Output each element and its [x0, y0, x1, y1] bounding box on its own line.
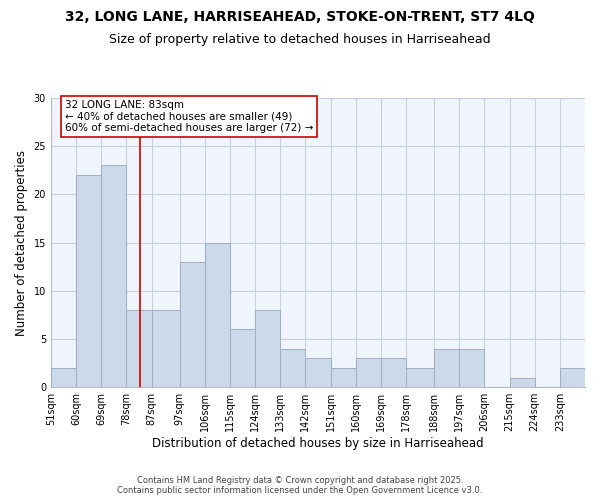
Bar: [127, 310, 152, 387]
Bar: [356, 358, 381, 387]
Bar: [179, 262, 205, 387]
Bar: [76, 175, 101, 387]
Y-axis label: Number of detached properties: Number of detached properties: [15, 150, 28, 336]
Text: Contains HM Land Registry data © Crown copyright and database right 2025.
Contai: Contains HM Land Registry data © Crown c…: [118, 476, 482, 495]
Bar: [509, 378, 535, 387]
Text: 32, LONG LANE, HARRISEAHEAD, STOKE-ON-TRENT, ST7 4LQ: 32, LONG LANE, HARRISEAHEAD, STOKE-ON-TR…: [65, 10, 535, 24]
Bar: [152, 310, 179, 387]
Bar: [101, 166, 127, 387]
Bar: [305, 358, 331, 387]
Bar: [560, 368, 585, 387]
Bar: [205, 242, 230, 387]
Bar: [381, 358, 406, 387]
Bar: [331, 368, 356, 387]
X-axis label: Distribution of detached houses by size in Harriseahead: Distribution of detached houses by size …: [152, 437, 484, 450]
Bar: [406, 368, 434, 387]
Bar: [255, 310, 280, 387]
Bar: [434, 348, 459, 387]
Bar: [51, 368, 76, 387]
Text: 32 LONG LANE: 83sqm
← 40% of detached houses are smaller (49)
60% of semi-detach: 32 LONG LANE: 83sqm ← 40% of detached ho…: [65, 100, 313, 133]
Bar: [280, 348, 305, 387]
Bar: [230, 330, 255, 387]
Bar: [459, 348, 484, 387]
Text: Size of property relative to detached houses in Harriseahead: Size of property relative to detached ho…: [109, 32, 491, 46]
